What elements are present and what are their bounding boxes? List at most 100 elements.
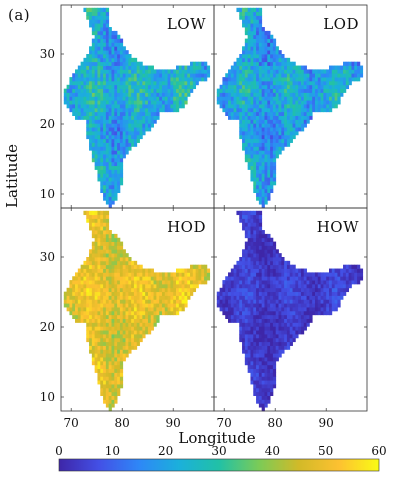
heat-cell xyxy=(75,295,79,300)
heat-cell xyxy=(136,127,140,132)
heat-cell xyxy=(147,73,152,78)
heat-cell xyxy=(261,387,265,393)
heat-cell xyxy=(236,7,240,13)
heat-cell xyxy=(247,276,251,281)
heat-cell xyxy=(173,287,177,293)
heat-cell xyxy=(117,268,121,273)
heat-cell xyxy=(136,295,140,300)
heat-cell xyxy=(256,391,260,396)
heat-cell xyxy=(145,65,149,70)
heat-cell xyxy=(261,395,265,400)
heat-cell xyxy=(253,249,257,254)
heat-cell xyxy=(348,264,352,269)
heat-cell xyxy=(256,142,260,147)
heat-cell xyxy=(250,154,254,159)
heat-cell xyxy=(317,291,321,296)
heat-cell xyxy=(253,15,257,20)
heat-cell xyxy=(89,299,93,304)
heat-cell xyxy=(303,96,307,101)
heat-cell xyxy=(233,283,237,289)
heat-cell xyxy=(258,123,263,128)
heat-cell xyxy=(284,100,288,105)
heat-cell xyxy=(278,92,282,97)
heat-cell xyxy=(91,291,96,296)
heat-cell xyxy=(156,77,160,82)
heat-cell xyxy=(298,272,302,277)
heat-cell xyxy=(253,146,257,151)
heat-cell xyxy=(258,253,263,258)
heat-cell xyxy=(298,127,302,132)
heat-cell xyxy=(187,73,191,78)
heat-cell xyxy=(267,372,271,377)
heat-cell xyxy=(150,96,154,101)
heat-cell xyxy=(300,84,305,90)
heat-cell xyxy=(114,299,118,304)
heat-cell xyxy=(270,299,274,304)
heat-cell xyxy=(105,364,110,370)
heat-cell xyxy=(250,61,254,66)
heat-cell xyxy=(122,138,126,143)
heat-cell xyxy=(128,92,132,97)
heat-cell xyxy=(103,376,107,381)
heat-cell xyxy=(128,127,132,132)
heat-cell xyxy=(247,253,251,258)
heat-cell xyxy=(256,230,260,235)
heat-cell xyxy=(142,334,146,339)
heat-cell xyxy=(72,80,76,86)
heat-cell xyxy=(111,127,115,132)
x-tick-label: 70 xyxy=(64,416,79,430)
heat-cell xyxy=(153,73,157,78)
heat-cell xyxy=(292,337,296,343)
heat-cell xyxy=(142,307,146,312)
heat-cell xyxy=(250,138,254,143)
heat-cell xyxy=(128,272,132,277)
heat-cell xyxy=(270,295,274,300)
heat-cell xyxy=(295,322,299,327)
heat-cell xyxy=(236,73,240,78)
heat-cell xyxy=(250,226,254,231)
heat-cell xyxy=(295,107,299,113)
heat-cell xyxy=(119,104,124,109)
heat-cell xyxy=(267,96,271,101)
heat-cell xyxy=(108,204,112,209)
heat-cell xyxy=(170,307,174,312)
heat-cell xyxy=(275,283,279,289)
heat-cell xyxy=(100,249,104,254)
heat-cell xyxy=(161,295,166,300)
heat-cell xyxy=(284,295,288,300)
heat-cell xyxy=(145,92,149,97)
heat-cell xyxy=(272,161,277,167)
heat-cell xyxy=(83,111,87,116)
heat-cell xyxy=(284,280,288,285)
heat-cell xyxy=(250,19,254,24)
heat-cell xyxy=(125,119,129,124)
heat-cell xyxy=(103,287,107,293)
heat-cell xyxy=(270,249,274,254)
heat-cell xyxy=(267,310,271,316)
heat-cell xyxy=(187,77,191,82)
heat-cell xyxy=(80,299,84,304)
heat-cell xyxy=(83,73,87,78)
heat-cell xyxy=(239,299,243,304)
heat-cell xyxy=(351,272,355,277)
heat-cell xyxy=(261,268,265,273)
heat-cell xyxy=(261,287,265,293)
heat-cell xyxy=(145,318,149,323)
heat-cell xyxy=(114,65,118,70)
heat-cell xyxy=(264,165,268,170)
heat-cell xyxy=(167,73,171,78)
heat-cell xyxy=(261,115,265,120)
heat-cell xyxy=(105,134,110,140)
heat-cell xyxy=(256,107,260,113)
heat-cell xyxy=(97,154,101,159)
heat-cell xyxy=(300,280,305,285)
heat-cell xyxy=(142,104,146,109)
heat-cell xyxy=(77,77,82,82)
heat-cell xyxy=(111,42,115,47)
heat-cell xyxy=(314,287,319,293)
heat-cell xyxy=(167,299,171,304)
heat-cell xyxy=(91,88,96,93)
heat-cell xyxy=(100,318,104,323)
heat-cell xyxy=(114,349,118,354)
heat-cell xyxy=(228,80,232,86)
